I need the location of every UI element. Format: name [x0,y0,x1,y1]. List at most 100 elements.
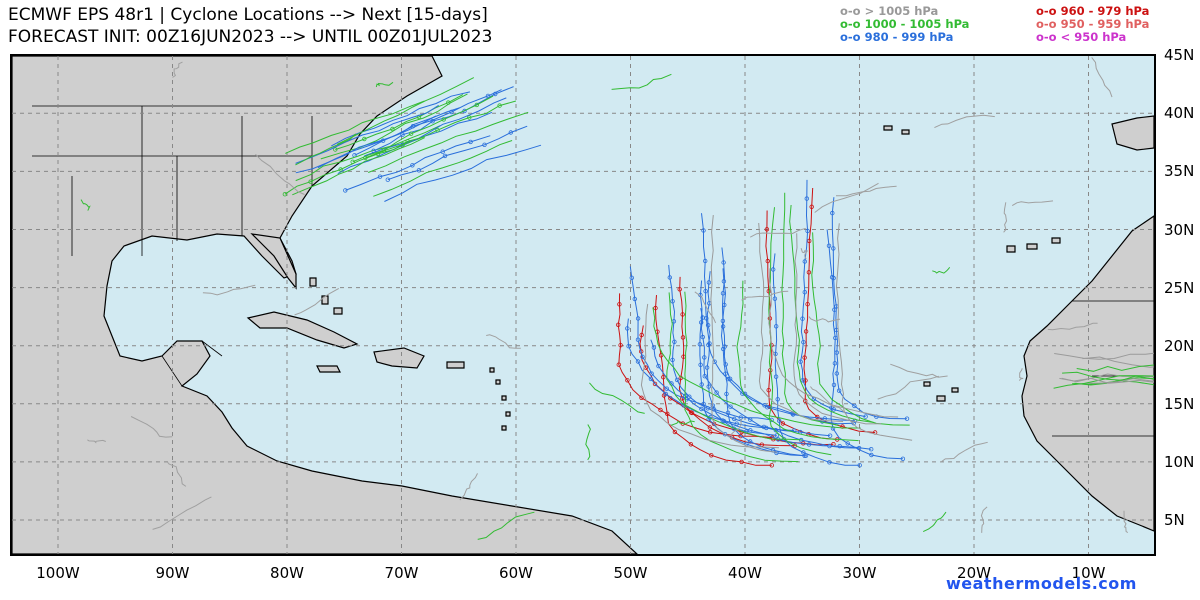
track-point [661,375,666,380]
lon-label: 10W [1071,564,1106,582]
ensemble-track [789,204,875,423]
track-point [308,179,313,184]
ensemble-track [373,140,513,197]
ensemble-track [731,418,743,440]
track-point [617,302,622,307]
track-point [805,228,810,234]
track-point [869,447,874,452]
ensemble-track [331,91,471,147]
track-point [748,439,753,444]
track-point [649,371,654,376]
ensemble-track [1047,322,1098,331]
track-point [764,227,770,232]
track-point [722,344,727,349]
lat-label: 35N [1164,162,1195,181]
track-point [833,335,838,341]
track-point [639,395,644,400]
track-point [724,391,729,397]
ensemble-track [375,81,394,88]
track-point [798,359,803,364]
ensemble-track [694,291,717,324]
forecast-init-subtitle: FORECAST INIT: 00Z16JUN2023 --> UNTIL 00… [8,27,493,47]
track-point [410,163,415,168]
ensemble-track [700,307,860,449]
track-point [371,148,376,153]
track-point [707,425,713,430]
ensemble-track [1123,510,1129,534]
track-point [706,280,712,285]
track-point [723,371,728,376]
track-point [629,275,634,280]
track-point [774,433,779,438]
track-point [701,228,706,233]
track-point [800,378,805,383]
ensemble-track [292,137,426,196]
track-point [837,444,842,449]
ensemble-track [1054,352,1154,360]
track-point [803,329,809,334]
track-point [687,394,692,399]
ensemble-track [152,496,212,530]
track-point [706,384,711,389]
canary-islands [1006,237,1061,253]
track-point [709,453,714,458]
track-point [670,299,675,304]
lat-label: 40N [1164,104,1195,123]
track-point [738,415,743,420]
track-point [790,412,796,417]
track-point [377,174,383,179]
track-point [723,362,728,367]
ensemble-track [364,97,507,157]
track-point [732,416,737,422]
track-point [652,381,658,387]
track-point [706,342,711,348]
lat-label: 30N [1164,220,1195,239]
lon-label: 20W [957,564,991,582]
track-point [815,414,820,420]
track-point [780,421,786,426]
ensemble-track [1018,368,1024,381]
ensemble-track [352,95,494,163]
track-point [635,359,641,364]
track-point [658,353,664,358]
track-point [831,382,837,388]
track-point [900,456,906,461]
track-point [362,136,367,142]
ensemble-track [720,247,805,457]
legend-lt950: o-o < 950 hPa [1036,30,1127,44]
track-point [834,371,839,376]
legend-gt1005: o-o > 1005 hPa [840,4,939,18]
track-point [722,302,727,308]
track-point [508,130,513,135]
track-point [648,376,654,382]
ensemble-track [255,153,305,195]
ensemble-track [295,115,437,174]
track-point [672,429,678,435]
ensemble-track [320,93,468,160]
track-point [809,204,814,209]
lon-label: 80W [270,564,304,582]
track-point [333,147,338,152]
ensemble-track [701,213,777,436]
ensemble-track [1059,373,1154,382]
ensemble-track [710,215,777,453]
ensemble-track [835,223,913,441]
ensemble-track [670,420,695,426]
lat-label: 45N [1164,46,1195,65]
track-point [435,127,440,133]
ensemble-track [387,125,528,181]
ensemble-track [384,144,542,202]
track-point [663,391,669,397]
track-point [728,404,733,409]
lat-label: 20N [1164,336,1195,355]
lon-label: 50W [613,564,648,582]
track-point [720,324,726,329]
track-point [857,463,862,468]
ensemble-track [768,268,899,418]
track-point [405,139,410,144]
track-point [680,312,685,317]
ensemble-track [1061,377,1154,384]
lat-label: 15N [1164,394,1195,413]
ensemble-track [666,292,803,441]
ensemble-track [172,61,183,78]
